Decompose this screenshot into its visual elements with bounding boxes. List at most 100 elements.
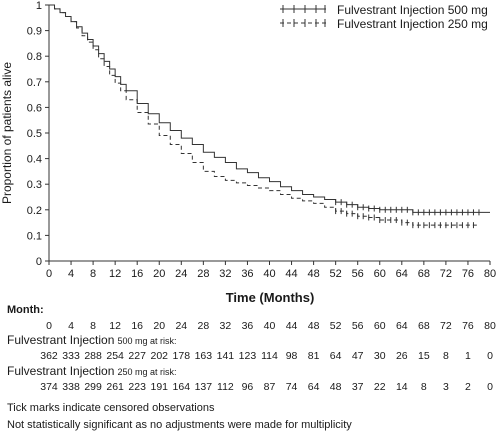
risk-count-500mg: 8 xyxy=(442,350,449,362)
risk-count-250mg: 74 xyxy=(285,381,298,393)
risk-count-250mg: 223 xyxy=(128,381,146,393)
x-tick-label: 64 xyxy=(396,268,408,280)
risk-count-500mg: 98 xyxy=(285,350,298,362)
y-tick-label: 0 xyxy=(36,256,42,268)
legend-symbol-500mg xyxy=(280,5,326,13)
legend-symbol-250mg xyxy=(280,19,326,27)
risk-count-250mg: 261 xyxy=(106,381,124,393)
x-tick-label: 48 xyxy=(307,268,319,280)
risk-row-500mg: 362 333 288 254 227 202 178 163 141 123 114 98 81 64 4… xyxy=(0,350,500,363)
risk-count-250mg: 14 xyxy=(395,381,408,393)
risk-count-500mg: 227 xyxy=(128,350,146,362)
risk-group1-name: Fulvestrant Injection xyxy=(7,333,115,347)
risk-month-value: 76 xyxy=(462,320,474,332)
x-tick-label: 28 xyxy=(197,268,209,280)
risk-count-500mg: 47 xyxy=(351,350,364,362)
x-tick-label: 12 xyxy=(109,268,121,280)
risk-count-500mg: 333 xyxy=(62,350,80,362)
risk-count-250mg: 2 xyxy=(465,381,471,393)
risk-group1-suffix: 500 mg at risk: xyxy=(117,336,177,346)
risk-count-500mg: 288 xyxy=(84,350,102,362)
risk-count-500mg: 26 xyxy=(395,350,408,362)
x-tick-label: 44 xyxy=(285,268,297,280)
y-tick-label: 1 xyxy=(36,0,42,12)
risk-count-250mg: 37 xyxy=(351,381,364,393)
risk-month-value: 80 xyxy=(484,320,496,332)
risk-count-500mg: 15 xyxy=(418,350,430,362)
risk-count-500mg: 1 xyxy=(465,350,471,362)
risk-count-250mg: 3 xyxy=(442,381,449,393)
x-tick-label: 52 xyxy=(330,268,342,280)
risk-count-250mg: 112 xyxy=(217,381,234,393)
y-tick-label: 0.2 xyxy=(27,205,42,217)
y-tick-label: 0.4 xyxy=(27,154,42,166)
y-tick-label: 0.9 xyxy=(27,26,42,38)
risk-month-value: 20 xyxy=(153,320,166,332)
risk-count-500mg: 30 xyxy=(373,350,386,362)
risk-month-value: 28 xyxy=(197,320,210,332)
y-tick-label: 0.3 xyxy=(27,179,42,191)
risk-month-value: 48 xyxy=(307,320,320,332)
footnote-multiplicity: Not statistically significant as no adju… xyxy=(7,419,352,431)
survival-curve-250mg xyxy=(49,4,479,226)
x-tick-label: 40 xyxy=(263,268,275,280)
footnote-censored: Tick marks indicate censored observation… xyxy=(7,402,215,414)
risk-count-500mg: 141 xyxy=(216,350,235,362)
risk-month-value: 0 xyxy=(46,320,52,332)
risk-month-value: 72 xyxy=(440,320,452,332)
risk-month-value: 52 xyxy=(329,320,342,332)
risk-count-250mg: 48 xyxy=(329,381,342,393)
x-tick-label: 32 xyxy=(219,268,231,280)
y-tick-label: 0.7 xyxy=(27,77,42,89)
risk-group2-name: Fulvestrant Injection xyxy=(7,364,115,378)
risk-group2-suffix: 250 mg at risk: xyxy=(117,367,177,377)
risk-count-250mg: 96 xyxy=(241,381,254,393)
risk-count-500mg: 0 xyxy=(487,350,493,362)
x-tick-label: 56 xyxy=(352,268,364,280)
x-tick-label: 4 xyxy=(68,268,74,280)
risk-month-value: 68 xyxy=(418,320,430,332)
risk-count-250mg: 338 xyxy=(62,381,80,393)
y-tick-label: 0.1 xyxy=(27,230,42,242)
risk-month-value: 56 xyxy=(351,320,364,332)
y-axis-label: Proportion of patients alive xyxy=(0,62,14,204)
risk-row-250mg: 374 338 299 261 223 191 164 137 112 96 87 74 64 48 37 2… xyxy=(0,381,500,394)
risk-count-250mg: 299 xyxy=(84,381,102,393)
risk-group2-label: Fulvestrant Injection 250 mg at risk: xyxy=(7,365,176,379)
risk-count-250mg: 0 xyxy=(487,381,493,393)
risk-month-value: 8 xyxy=(90,320,97,332)
x-axis-label: Time (Months) xyxy=(226,290,315,305)
x-tick-label: 16 xyxy=(131,268,143,280)
x-ticks: 0 4 8 12 16 20 24 28 32 36 40 44 48 52 56 60 64 68 72 76 80 xyxy=(46,261,496,280)
risk-count-250mg: 137 xyxy=(194,381,213,393)
risk-count-250mg: 87 xyxy=(263,381,276,393)
risk-count-500mg: 81 xyxy=(307,350,320,362)
risk-month-value: 40 xyxy=(263,320,276,332)
risk-count-500mg: 254 xyxy=(106,350,124,362)
risk-count-250mg: 64 xyxy=(307,381,320,393)
x-tick-label: 80 xyxy=(484,268,496,280)
risk-count-500mg: 114 xyxy=(261,350,278,362)
risk-row-months: 0 4 8 12 16 20 24 28 32 36 40 44 48 52 56 60 64 68 72 76 80 xyxy=(0,320,500,333)
risk-count-250mg: 8 xyxy=(420,381,427,393)
risk-month-label: Month: xyxy=(7,304,44,316)
legend: Fulvestrant Injection 500 mg Fulvestrant… xyxy=(280,3,488,31)
x-tick-label: 20 xyxy=(153,268,165,280)
risk-count-250mg: 22 xyxy=(373,381,386,393)
risk-month-value: 32 xyxy=(219,320,232,332)
y-tick-label: 0.6 xyxy=(27,102,42,114)
x-tick-label: 0 xyxy=(46,268,52,280)
x-tick-label: 72 xyxy=(440,268,452,280)
x-tick-label: 60 xyxy=(374,268,386,280)
survival-chart: 00.10.20.30.40.50.60.70.80.91 0 4 8 12 16 20 2… xyxy=(0,0,496,305)
risk-group1-label: Fulvestrant Injection 500 mg at risk: xyxy=(7,334,176,348)
risk-count-250mg: 374 xyxy=(40,381,58,393)
risk-month-value: 4 xyxy=(68,320,74,332)
risk-count-250mg: 191 xyxy=(150,381,169,393)
x-tick-label: 36 xyxy=(241,268,253,280)
x-tick-label: 24 xyxy=(175,268,187,280)
risk-count-500mg: 202 xyxy=(150,350,169,362)
risk-count-500mg: 163 xyxy=(194,350,213,362)
risk-month-value: 24 xyxy=(175,320,188,332)
series-layer xyxy=(49,4,490,229)
